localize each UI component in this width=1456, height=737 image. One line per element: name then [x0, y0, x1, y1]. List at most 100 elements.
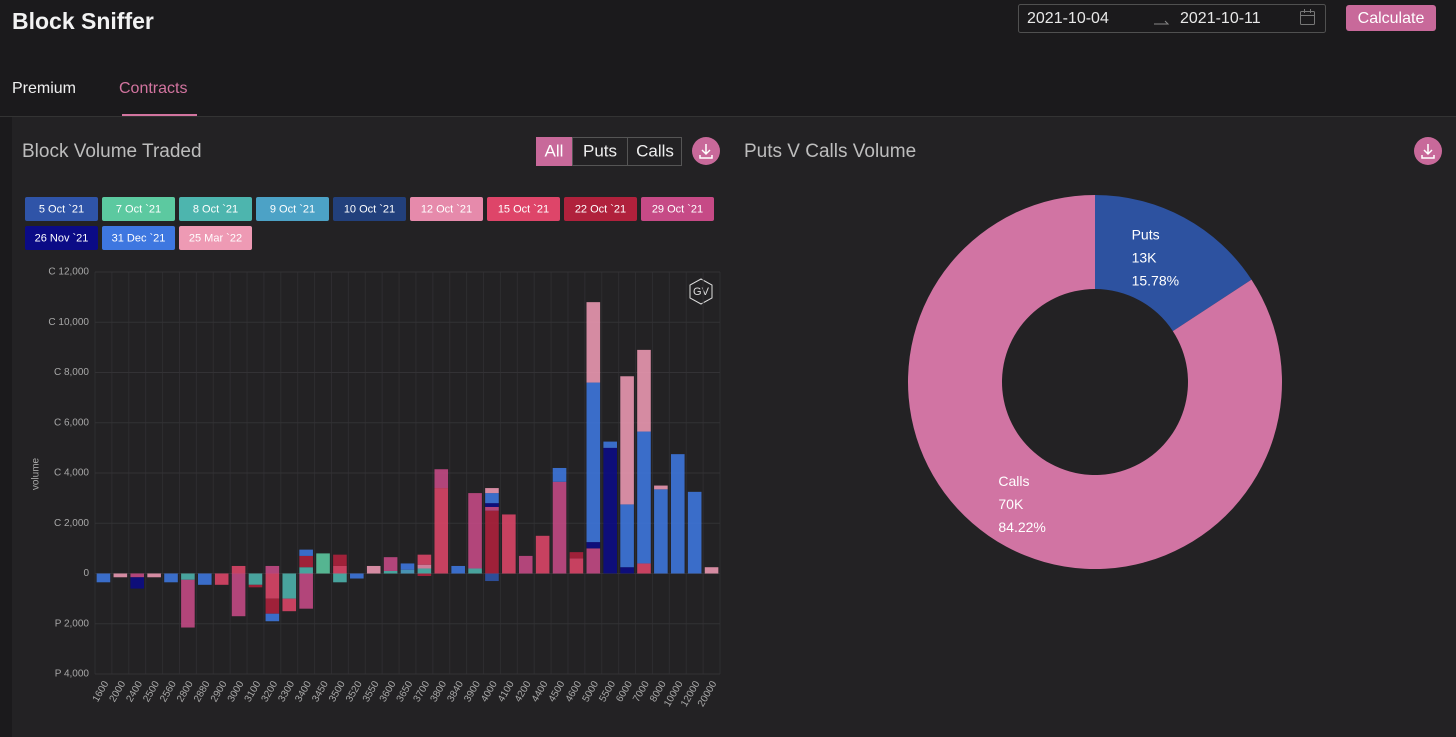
bar-segment	[586, 548, 601, 574]
legend-swatch[interactable]	[564, 197, 637, 221]
legend-label[interactable]: 25 Mar `22	[189, 232, 242, 244]
legend-swatch[interactable]	[410, 197, 483, 221]
filter-button[interactable]: All	[545, 141, 564, 160]
bar-segment	[586, 382, 601, 543]
slice-volume: 13K	[1132, 250, 1158, 266]
bar-segment	[485, 503, 499, 507]
legend-label[interactable]: 7 Oct `21	[116, 203, 161, 215]
bar-segment	[164, 573, 178, 583]
bar-segment	[181, 573, 195, 580]
bar-segment	[620, 567, 634, 574]
bar-segment	[130, 577, 145, 589]
bar-segment	[485, 573, 499, 582]
bar-segment	[181, 579, 195, 628]
bar-segment	[299, 567, 313, 574]
filter-button[interactable]: Calls	[636, 141, 674, 160]
bar-segment	[147, 573, 161, 578]
date-from[interactable]: 2021-10-04	[1027, 10, 1109, 27]
legend-label[interactable]: 8 Oct `21	[193, 203, 238, 215]
bar-segment	[400, 563, 415, 570]
y-tick-label: C 6,000	[54, 417, 89, 428]
bar-segment	[552, 481, 567, 574]
slice-percent: 84.22%	[998, 519, 1045, 535]
download-button[interactable]	[1414, 137, 1442, 165]
tab[interactable]: Premium	[12, 80, 76, 97]
bar-segment	[400, 569, 415, 574]
bar-segment	[637, 563, 651, 574]
bar-segment	[518, 555, 533, 574]
bar-segment	[265, 565, 280, 574]
donut-slice	[908, 194, 1283, 569]
bar-segment	[417, 568, 432, 574]
chart-title: Block Volume Traded	[22, 141, 202, 162]
legend-swatch[interactable]	[25, 197, 98, 221]
bar-segment	[687, 491, 702, 574]
bar-segment	[248, 584, 263, 588]
range-arrow	[1154, 20, 1170, 25]
legend-label[interactable]: 12 Oct `21	[421, 203, 472, 215]
y-tick-label: C 8,000	[54, 367, 89, 378]
legend-label[interactable]: 5 Oct `21	[39, 203, 84, 215]
bar-segment	[299, 549, 313, 556]
bar-segment	[96, 573, 111, 583]
app-title: Block Sniffer	[12, 8, 154, 34]
legend-swatch[interactable]	[487, 197, 560, 221]
legend-swatch[interactable]	[25, 226, 98, 250]
legend-label[interactable]: 29 Oct `21	[652, 203, 703, 215]
download-button[interactable]	[692, 137, 720, 165]
legend-swatch[interactable]	[333, 197, 406, 221]
calendar-icon[interactable]	[1300, 9, 1315, 25]
legend-swatch[interactable]	[179, 226, 252, 250]
bar-segment	[670, 454, 685, 574]
y-tick-label: 0	[83, 568, 89, 579]
bar-segment	[485, 488, 499, 494]
legend-label[interactable]: 31 Dec `21	[112, 232, 166, 244]
bar-segment	[704, 567, 719, 574]
y-tick-label: C 12,000	[48, 267, 89, 278]
bar-segment	[333, 565, 347, 574]
bar-segment	[654, 489, 668, 574]
bar-segment	[637, 431, 651, 564]
legend-swatch[interactable]	[641, 197, 714, 221]
bar-segment	[502, 514, 516, 574]
bar-segment	[383, 557, 398, 571]
calculate-label[interactable]: Calculate	[1358, 10, 1425, 27]
y-axis-label: volume	[31, 457, 42, 490]
legend-label[interactable]: 26 Nov `21	[35, 232, 89, 244]
bar-segment	[451, 565, 465, 574]
calculate-button[interactable]	[1346, 5, 1436, 31]
bar-segment	[282, 573, 297, 599]
filter-button-active[interactable]	[536, 137, 572, 166]
legend-label[interactable]: 22 Oct `21	[575, 203, 626, 215]
legend-swatch[interactable]	[256, 197, 329, 221]
y-tick-label: P 4,000	[55, 669, 90, 680]
legend-label[interactable]: 15 Oct `21	[498, 203, 549, 215]
legend-swatch[interactable]	[179, 197, 252, 221]
legend-label[interactable]: 10 Oct `21	[344, 203, 395, 215]
date-range[interactable]	[1018, 4, 1326, 33]
bar-segment	[197, 573, 212, 585]
tab-active[interactable]: Contracts	[119, 80, 187, 97]
bar-segment	[586, 302, 601, 383]
chart-title: Puts V Calls Volume	[744, 141, 916, 162]
bar-segment	[333, 554, 347, 566]
bar-segment	[603, 447, 618, 574]
bar-segment	[231, 573, 246, 617]
slice-volume: 70K	[998, 496, 1024, 512]
bar-segment	[282, 598, 297, 612]
legend-label[interactable]: 9 Oct `21	[270, 203, 315, 215]
date-to[interactable]: 2021-10-11	[1180, 10, 1261, 27]
bar-segment	[654, 485, 668, 490]
watermark-badge	[689, 278, 713, 305]
bar-segment	[485, 493, 499, 504]
filter-button[interactable]: Puts	[583, 141, 617, 160]
bar-segment	[113, 573, 128, 578]
bar-segment	[569, 558, 584, 574]
y-tick-label: C 4,000	[54, 468, 89, 479]
legend-swatch[interactable]	[102, 226, 175, 250]
bar-segment	[299, 573, 313, 609]
legend-swatch[interactable]	[102, 197, 175, 221]
bar-segment	[383, 570, 398, 574]
